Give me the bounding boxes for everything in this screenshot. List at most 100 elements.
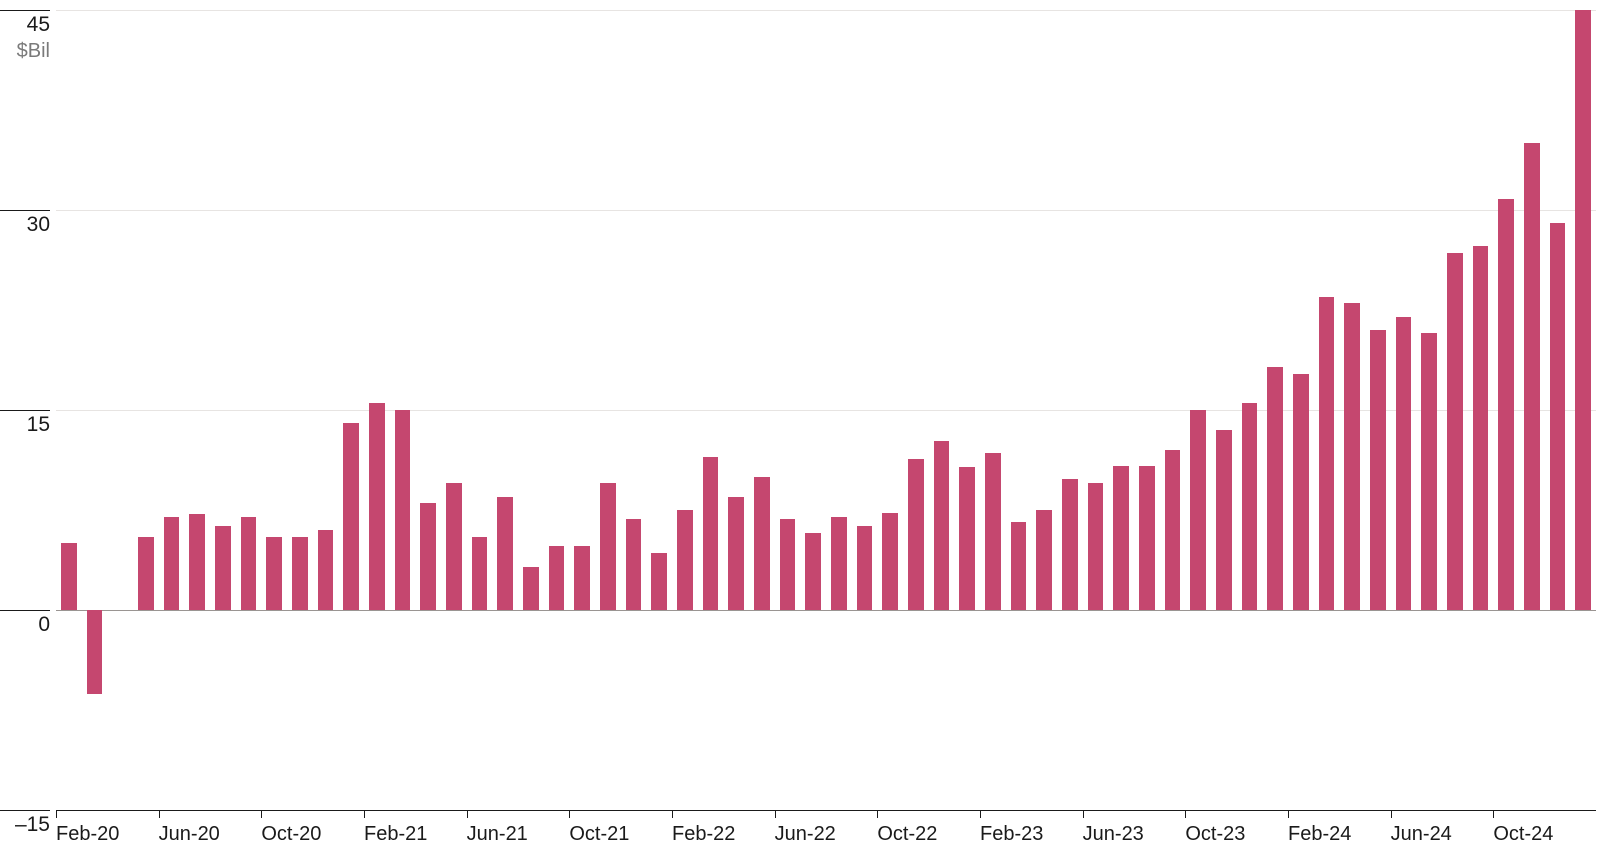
bar (728, 497, 744, 610)
x-axis-label: Oct-21 (569, 824, 629, 844)
bar (959, 467, 975, 610)
bar (420, 503, 436, 610)
bar (446, 483, 462, 610)
bar (1293, 374, 1309, 610)
y-axis-label: 15 (27, 414, 50, 435)
y-axis-label: 30 (27, 214, 50, 235)
x-axis-label: Oct-24 (1493, 824, 1553, 844)
x-tick (364, 810, 365, 818)
bar (523, 567, 539, 610)
x-tick (672, 810, 673, 818)
x-tick (1288, 810, 1289, 818)
bar (1447, 253, 1463, 610)
bar (189, 514, 205, 610)
y-axis-label: 0 (38, 614, 50, 635)
bar (1396, 317, 1412, 610)
bar (1267, 367, 1283, 610)
bar (1139, 466, 1155, 610)
bar (1242, 403, 1258, 610)
x-tick (775, 810, 776, 818)
x-axis-label: Feb-20 (56, 824, 119, 844)
x-axis-label: Feb-23 (980, 824, 1043, 844)
plot-area (56, 10, 1596, 810)
bar (549, 546, 565, 610)
y-axis-unit: $Bil (17, 41, 50, 61)
bar (934, 441, 950, 610)
y-axis-label: –15 (15, 814, 50, 835)
bar (61, 543, 77, 610)
bar (1190, 410, 1206, 610)
bar (343, 423, 359, 610)
bar (1550, 223, 1566, 610)
x-axis-label: Jun-23 (1083, 824, 1144, 844)
x-tick (980, 810, 981, 818)
bar (1344, 303, 1360, 610)
bar (1113, 466, 1129, 610)
bar (1421, 333, 1437, 610)
x-tick (261, 810, 262, 818)
bar (703, 457, 719, 610)
y-axis-labels: –15 0 15 30 45 $Bil (0, 0, 54, 853)
x-axis-label: Feb-24 (1288, 824, 1351, 844)
x-axis-label: Oct-22 (877, 824, 937, 844)
grid-line (56, 410, 1596, 411)
bar (985, 453, 1001, 610)
x-tick (569, 810, 570, 818)
x-tick (56, 810, 57, 818)
x-axis-label: Oct-23 (1185, 824, 1245, 844)
bar (87, 610, 103, 694)
bar (164, 517, 180, 610)
bar (1011, 522, 1027, 610)
grid-line (56, 10, 1596, 11)
bar (1062, 479, 1078, 610)
bar-chart: –15 0 15 30 45 $Bil Feb-20 Jun-20 Oct-20 Feb-21 J… (0, 0, 1600, 853)
bar (626, 519, 642, 610)
y-axis-label: 45 (27, 14, 50, 35)
x-axis-label: Feb-21 (364, 824, 427, 844)
bar (395, 410, 411, 610)
bar (780, 519, 796, 610)
bar (472, 537, 488, 610)
bar (1036, 510, 1052, 610)
x-axis-label: Oct-20 (261, 824, 321, 844)
y-tick (0, 610, 50, 611)
bar (677, 510, 693, 610)
x-axis-label: Jun-24 (1391, 824, 1452, 844)
bar (882, 513, 898, 610)
bar (1575, 10, 1591, 610)
x-tick (1493, 810, 1494, 818)
y-tick (0, 10, 50, 11)
x-axis-labels: Feb-20 Jun-20 Oct-20 Feb-21 Jun-21 Oct-21 Feb-… (56, 810, 1596, 850)
bar (857, 526, 873, 610)
bar (1524, 143, 1540, 610)
x-tick (877, 810, 878, 818)
x-tick (1185, 810, 1186, 818)
x-tick (467, 810, 468, 818)
x-axis-label: Feb-22 (672, 824, 735, 844)
bar (138, 537, 154, 610)
bar (1165, 450, 1181, 610)
x-tick (1083, 810, 1084, 818)
bar (215, 526, 231, 610)
bar (292, 537, 308, 610)
bar (805, 533, 821, 610)
bar (497, 497, 513, 610)
bar (651, 553, 667, 610)
bar (318, 530, 334, 610)
bar (266, 537, 282, 610)
x-tick (159, 810, 160, 818)
bar (1498, 199, 1514, 610)
bar (1473, 246, 1489, 610)
grid-line (56, 210, 1596, 211)
bar (754, 477, 770, 610)
bar (1319, 297, 1335, 610)
x-tick (1391, 810, 1392, 818)
x-axis-label: Jun-22 (775, 824, 836, 844)
bar (241, 517, 257, 610)
bar (831, 517, 847, 610)
bar (369, 403, 385, 610)
bar (574, 546, 590, 610)
bar (600, 483, 616, 610)
x-axis-label: Jun-21 (467, 824, 528, 844)
x-axis-label: Jun-20 (159, 824, 220, 844)
